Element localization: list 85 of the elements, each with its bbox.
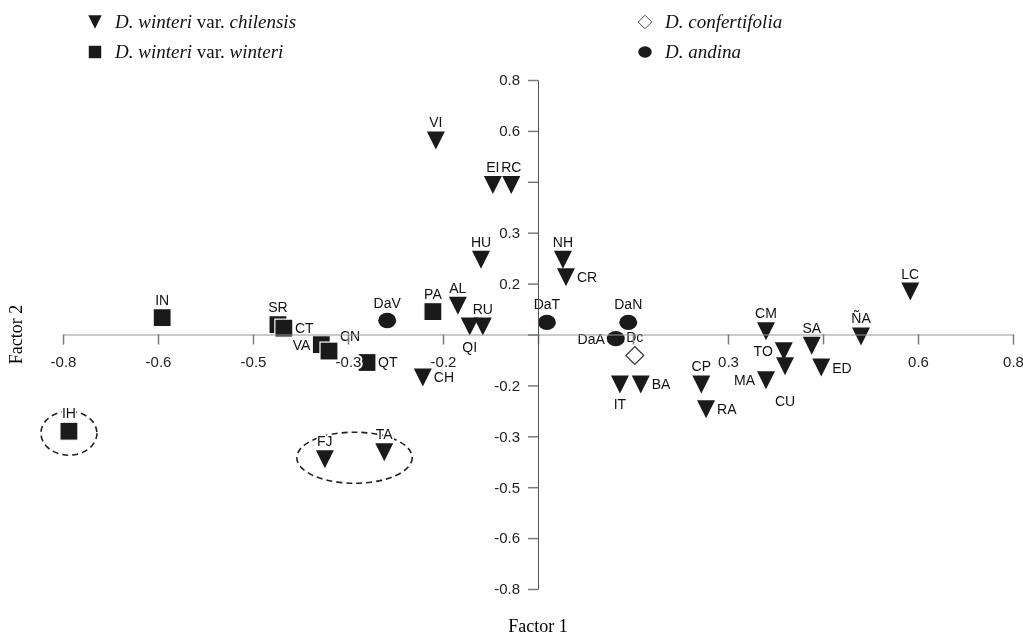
annotation: RC	[501, 158, 522, 175]
point	[413, 368, 432, 387]
x-axis-title: Factor 1	[508, 616, 568, 636]
legend-label: D. winteri var. chilensis	[114, 11, 297, 32]
x-tick-label: 0.8	[1003, 353, 1023, 371]
point	[757, 371, 775, 390]
annotation: CH	[433, 369, 455, 386]
point	[631, 375, 650, 394]
annotation: TA	[375, 426, 394, 443]
annotation: BA	[651, 376, 672, 393]
point	[776, 357, 794, 376]
annotation: QT	[378, 354, 398, 371]
y-tick-label: 0.3	[499, 224, 520, 241]
y-tick-label: -0.8	[494, 580, 520, 598]
annotation: SR	[268, 298, 288, 315]
point	[315, 450, 334, 469]
y-tick-label: 0.8	[499, 71, 520, 89]
x-tick-label: -0.8	[50, 353, 77, 371]
annotation: IN	[155, 291, 170, 308]
point	[378, 312, 397, 329]
point	[812, 358, 831, 377]
annotation: QI	[462, 338, 478, 355]
point	[553, 250, 572, 269]
annotation: CR	[576, 269, 598, 286]
legend-label: D. confertifolia	[664, 11, 783, 32]
point	[692, 375, 711, 394]
annotation: DaV	[373, 294, 402, 311]
annotation: CN	[340, 328, 361, 345]
annotation: FJ	[317, 433, 333, 450]
annotation: CM	[755, 305, 777, 322]
point	[152, 308, 172, 328]
annotation: IT	[613, 396, 627, 413]
point	[274, 318, 294, 338]
y-axis-title: Factor 2	[6, 304, 26, 365]
legend-label: D. andina	[664, 41, 741, 62]
annotation: PA	[424, 285, 443, 302]
legend-label: D. winteri var. winteri	[114, 41, 284, 62]
annotation: EI	[486, 158, 500, 175]
x-tick-label: -0.2	[430, 353, 457, 371]
point	[537, 314, 556, 331]
x-tick-label: -0.5	[240, 353, 267, 371]
annotation: HU	[470, 233, 492, 250]
annotation: Dc	[626, 329, 644, 346]
y-tick-label: 0.6	[499, 122, 520, 140]
point	[556, 268, 575, 287]
annotation: DaN	[614, 296, 643, 313]
x-tick-label: 0.3	[718, 353, 739, 371]
point	[757, 322, 775, 341]
x-tick-label: -0.6	[145, 353, 172, 371]
annotation: ED	[832, 359, 852, 376]
annotation: MA	[734, 372, 756, 389]
y-tick-label: -0.3	[494, 427, 520, 445]
y-tick-label: -0.6	[494, 529, 520, 547]
y-tick-label: -0.5	[494, 478, 520, 496]
annotation: AL	[449, 279, 467, 296]
point	[619, 314, 638, 331]
annotation: CT	[294, 320, 314, 337]
annotation: NH	[552, 233, 574, 250]
point	[610, 375, 629, 394]
point	[483, 175, 502, 194]
annotation: DaA	[577, 330, 606, 347]
x-tick-label: 0.6	[908, 353, 929, 371]
annotation: SA	[802, 319, 822, 336]
y-tick-label: 0.2	[499, 274, 520, 292]
annotation: RA	[717, 401, 738, 418]
point	[423, 302, 443, 322]
point	[426, 131, 445, 150]
annotation: CU	[774, 393, 796, 410]
point	[901, 282, 920, 301]
point	[473, 317, 492, 336]
y-tick-label: -0.2	[494, 376, 520, 394]
annotation: TO	[753, 343, 773, 360]
annotation: RU	[472, 300, 493, 317]
point	[502, 175, 521, 194]
annotation: VA	[292, 336, 311, 353]
annotation: VI	[429, 114, 443, 131]
annotation: CP	[691, 358, 712, 375]
annotation: ÑA	[851, 310, 872, 327]
point	[802, 336, 821, 355]
annotation: LC	[901, 265, 920, 282]
point	[625, 345, 645, 366]
point	[448, 296, 467, 315]
point	[472, 250, 490, 269]
point	[375, 443, 394, 462]
point	[697, 400, 716, 419]
